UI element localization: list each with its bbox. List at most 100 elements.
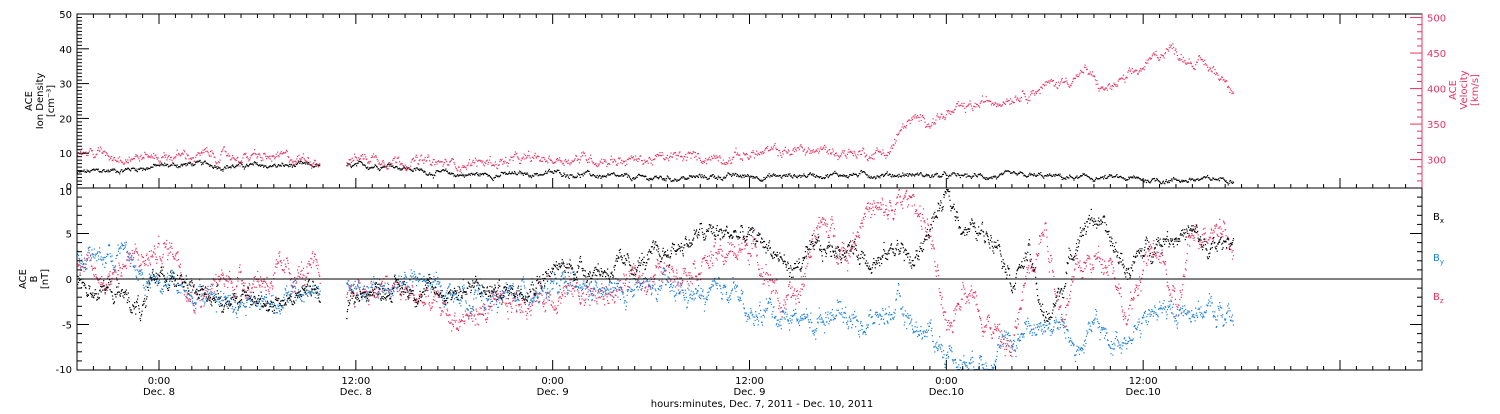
data-point-bz (859, 226, 861, 228)
data-point-ion-density (829, 173, 832, 175)
data-point-bz (545, 309, 547, 311)
data-point-bz (384, 282, 386, 284)
data-point-ion-density (94, 169, 96, 171)
data-point-velocity (894, 142, 896, 144)
data-point-velocity (918, 120, 920, 122)
data-point-velocity (1167, 49, 1169, 51)
data-point-ion-density (1091, 178, 1093, 180)
data-point-ion-density (1039, 174, 1041, 176)
data-point-velocity (590, 158, 592, 160)
data-point-bz (665, 269, 667, 271)
data-point-ion-density (550, 170, 552, 172)
data-point-ion-density (1115, 175, 1117, 177)
data-point-bz (538, 301, 540, 303)
data-point-bz (357, 279, 359, 281)
data-point-velocity (421, 160, 423, 162)
data-point-ion-density (457, 174, 459, 176)
data-point-bz (596, 301, 598, 303)
data-point-ion-density (775, 175, 777, 177)
data-point-bz (766, 279, 768, 281)
data-point-ion-density (134, 169, 136, 172)
data-point-bz (433, 290, 435, 292)
data-point-velocity (870, 157, 872, 159)
data-point-velocity (573, 160, 575, 162)
data-point-ion-density (1114, 176, 1116, 178)
data-point-bz (882, 204, 884, 206)
data-point-bz (472, 320, 474, 322)
data-point-ion-density (271, 165, 274, 167)
data-point-bz (740, 251, 742, 253)
data-point-velocity (418, 163, 420, 165)
data-point-bz (348, 290, 350, 292)
data-point-velocity (310, 164, 312, 166)
data-point-velocity (971, 108, 973, 110)
data-point-bz (313, 260, 315, 262)
data-point-bz (530, 314, 532, 316)
data-point-bz (213, 291, 215, 293)
data-point-ion-density (888, 174, 890, 176)
data-point-bz (606, 287, 608, 289)
data-point-bz (808, 255, 810, 257)
data-point-ion-density (415, 169, 417, 171)
data-point-bz (110, 283, 112, 285)
data-point-ion-density (886, 172, 888, 174)
data-point-velocity (1180, 54, 1182, 56)
data-point-bz (161, 260, 163, 262)
data-point-ion-density (902, 172, 904, 174)
data-point-bz (995, 328, 997, 330)
data-point-ion-density (666, 175, 668, 177)
data-point-velocity (254, 153, 257, 155)
data-point-ion-density (751, 175, 753, 177)
data-point-velocity (1080, 69, 1082, 71)
data-point-velocity (962, 105, 964, 107)
data-point-bz (504, 302, 506, 304)
data-point-ion-density (636, 176, 638, 178)
data-point-bz (181, 276, 183, 278)
data-point-bz (140, 265, 142, 267)
data-point-bz (258, 284, 260, 286)
data-point-velocity (1082, 71, 1084, 73)
data-point-velocity (127, 162, 130, 164)
data-point-velocity (546, 160, 548, 162)
data-point-bz (991, 337, 993, 339)
data-point-velocity (925, 126, 927, 128)
data-point-bz (673, 275, 675, 277)
data-point-velocity (483, 165, 485, 167)
data-point-velocity (122, 161, 124, 163)
data-point-bz (227, 286, 229, 289)
data-point-bz (105, 284, 107, 286)
data-point-velocity (1181, 59, 1183, 61)
data-point-velocity (947, 111, 949, 113)
data-point-velocity (1014, 96, 1016, 99)
data-point-bz (467, 314, 469, 316)
data-point-velocity (561, 163, 564, 165)
data-point-bz (613, 302, 616, 304)
data-point-velocity (1198, 55, 1201, 57)
data-point-bz (810, 256, 812, 258)
data-point-ion-density (783, 174, 785, 176)
data-point-ion-density (1118, 176, 1120, 178)
data-point-ion-density (534, 173, 536, 175)
data-point-velocity (387, 168, 389, 170)
data-point-velocity (488, 161, 490, 163)
data-point-ion-density (962, 174, 964, 176)
data-point-bz (296, 281, 298, 283)
data-point-ion-density (289, 165, 291, 167)
data-point-bz (629, 273, 631, 275)
data-point-velocity (1012, 102, 1015, 104)
data-point-velocity (987, 100, 989, 102)
data-point-bz (926, 218, 928, 220)
data-point-ion-density (942, 173, 944, 175)
data-point-bz (907, 206, 909, 208)
data-point-bz (177, 259, 180, 261)
data-point-bz (777, 297, 779, 299)
data-point-bz (359, 282, 361, 284)
data-point-bz (309, 263, 311, 266)
data-point-bz (124, 265, 126, 267)
data-point-ion-density (577, 172, 579, 174)
data-point-velocity (1056, 87, 1058, 89)
data-point-ion-density (146, 167, 148, 169)
data-point-velocity (801, 147, 803, 149)
data-point-ion-density (958, 174, 960, 176)
data-point-ion-density (471, 172, 473, 175)
